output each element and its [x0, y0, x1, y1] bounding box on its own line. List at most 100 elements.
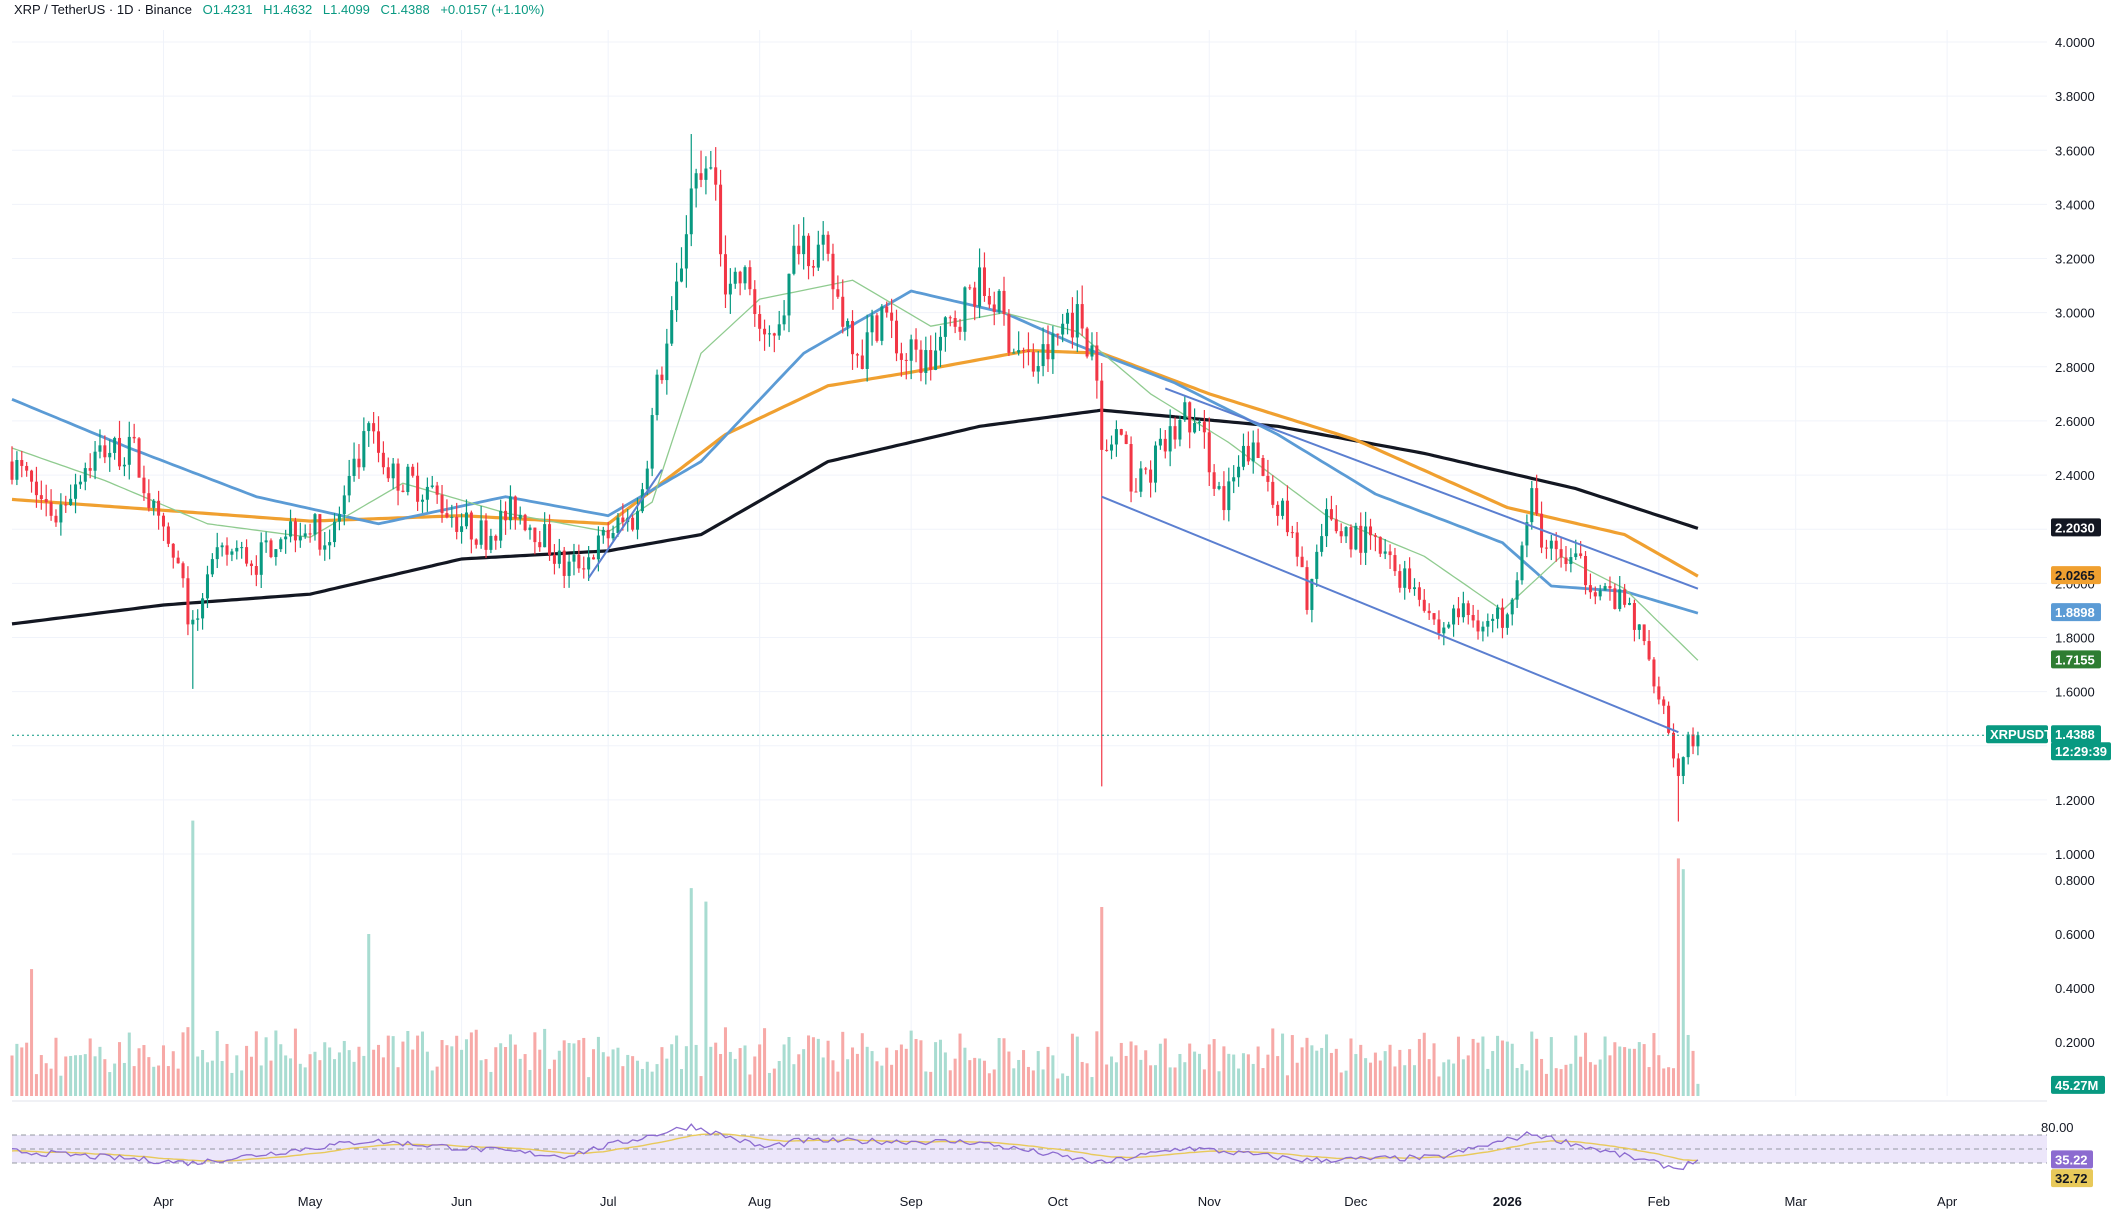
price-tick-label: 2.4000 — [2055, 468, 2095, 483]
candle — [254, 566, 258, 575]
candle — [98, 445, 102, 452]
price-badges: 2.2030 2.0265 1.8898 1.7155 XRPUSDT 1.4388 12:… — [1986, 518, 2111, 1188]
moving-averages — [11, 279, 1699, 661]
volume-bar — [1476, 1042, 1480, 1096]
candle — [1637, 624, 1641, 630]
candle — [557, 550, 561, 564]
volume-bar — [279, 1044, 283, 1096]
candle — [1535, 488, 1539, 514]
candle — [1124, 434, 1128, 445]
candle — [323, 545, 327, 550]
volume-bar — [552, 1059, 556, 1096]
candle — [357, 458, 361, 468]
candle — [264, 540, 268, 543]
candle — [1281, 500, 1285, 516]
volume-bar — [210, 1060, 214, 1096]
volume-bar — [132, 1066, 136, 1096]
candle — [1676, 758, 1680, 776]
volume-bar — [1642, 1044, 1646, 1096]
candle — [1232, 477, 1236, 482]
volume-bar — [587, 1077, 591, 1096]
volume-bar — [93, 1056, 97, 1096]
candle — [1491, 618, 1495, 621]
volume-bar — [816, 1038, 820, 1096]
candle — [748, 267, 752, 290]
volume-bar — [1530, 1031, 1534, 1096]
candle — [1295, 532, 1299, 557]
volume-bar — [1544, 1073, 1548, 1096]
candle — [1002, 290, 1006, 315]
volume-bar — [289, 1058, 293, 1096]
volume-bar — [1349, 1038, 1353, 1096]
candle — [1691, 734, 1695, 747]
volume-bar — [1618, 1046, 1622, 1096]
candle — [1510, 599, 1514, 615]
volume-bar — [157, 1065, 161, 1096]
ma100-line — [11, 349, 1699, 578]
candle — [352, 458, 356, 476]
candle — [948, 317, 952, 319]
volume-bar — [1437, 1076, 1441, 1096]
volume-bar — [357, 1046, 361, 1096]
volume-bar — [49, 1068, 53, 1096]
volume-bar — [1652, 1033, 1656, 1096]
volume-bar — [992, 1069, 996, 1096]
volume-bar — [1031, 1070, 1035, 1096]
volume-bar — [108, 1072, 112, 1096]
candle — [161, 515, 166, 527]
volume-bar — [186, 1027, 190, 1096]
volume-bar — [411, 1049, 415, 1096]
candle — [152, 500, 156, 508]
volume-bar — [1325, 1034, 1329, 1096]
candle — [767, 333, 771, 335]
candle — [1408, 568, 1412, 590]
candle — [1305, 567, 1309, 610]
ma-value-badge: 1.7155 — [2055, 652, 2095, 667]
volume-bar — [1022, 1050, 1026, 1096]
volume-bar — [1153, 1065, 1158, 1096]
candle — [1266, 475, 1270, 482]
candle — [284, 536, 288, 540]
candle — [1471, 615, 1475, 621]
candle — [269, 540, 273, 558]
time-tick-label: Sep — [900, 1194, 923, 1209]
candle — [303, 533, 307, 537]
volume-bar — [914, 1039, 918, 1096]
candle — [10, 461, 14, 480]
volume-bar — [435, 1066, 439, 1096]
volume-bar — [455, 1035, 459, 1096]
symbol-title: XRP / TetherUS · 1D · Binance — [14, 2, 192, 17]
volume-bar — [122, 1062, 126, 1096]
candle — [689, 188, 693, 235]
candle — [289, 521, 293, 537]
volume-bar — [772, 1068, 776, 1096]
symbol-badge: XRPUSDT — [1990, 727, 2052, 742]
candle — [440, 494, 444, 514]
volume-bar — [1461, 1059, 1465, 1096]
volume-bar — [499, 1043, 503, 1096]
volume-bar — [1183, 1062, 1187, 1096]
volume-bar — [1574, 1035, 1578, 1096]
volume-bar — [1110, 1056, 1114, 1096]
candle — [875, 315, 879, 341]
volume-bar — [1593, 1064, 1597, 1096]
candle — [860, 355, 864, 369]
candle — [787, 273, 791, 316]
time-tick-label: Apr — [1937, 1194, 1958, 1209]
volume-bar — [464, 1039, 468, 1096]
ohlc-close: C1.4388 — [380, 2, 430, 17]
candle — [1520, 545, 1524, 581]
rsi-pane: 80.00 — [11, 1100, 2074, 1171]
candle — [44, 498, 48, 503]
candle — [904, 359, 908, 361]
volume-bar — [1237, 1068, 1241, 1096]
volume-bar — [293, 1028, 297, 1096]
volume-bar — [855, 1053, 859, 1096]
candle — [997, 290, 1001, 312]
candle — [543, 524, 547, 548]
symbol-badge-bg — [1986, 725, 2048, 744]
price-tick-label: 3.8000 — [2055, 89, 2095, 104]
candle — [899, 353, 903, 360]
volume-bar — [1202, 1069, 1206, 1096]
